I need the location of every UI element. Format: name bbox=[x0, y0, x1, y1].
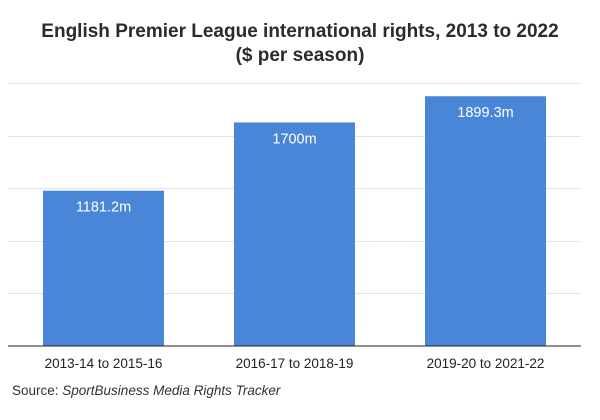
source-note: Source: SportBusiness Media Rights Track… bbox=[12, 383, 280, 398]
bar-value-label: 1181.2m bbox=[76, 200, 131, 216]
x-tick-labels: 2013-14 to 2015-16 2016-17 to 2018-19 2019… bbox=[45, 356, 545, 371]
bar bbox=[425, 96, 546, 346]
source-name: SportBusiness Media Rights Tracker bbox=[62, 383, 281, 398]
bar-value-labels: 1181.2m 1700m 1899.3m bbox=[76, 105, 514, 215]
bar-value-label: 1700m bbox=[272, 131, 316, 147]
x-tick-label: 2016-17 to 2018-19 bbox=[236, 356, 354, 371]
source-prefix: Source: bbox=[12, 383, 63, 398]
chart-subtitle: ($ per season) bbox=[235, 45, 365, 66]
x-tick-label: 2019-20 to 2021-22 bbox=[427, 356, 545, 371]
x-tick-label: 2013-14 to 2015-16 bbox=[45, 356, 163, 371]
bar-value-label: 1899.3m bbox=[457, 105, 513, 121]
bar bbox=[43, 190, 164, 346]
bar bbox=[234, 122, 355, 346]
chart-title: English Premier League international rig… bbox=[41, 21, 559, 42]
bars bbox=[43, 96, 546, 346]
